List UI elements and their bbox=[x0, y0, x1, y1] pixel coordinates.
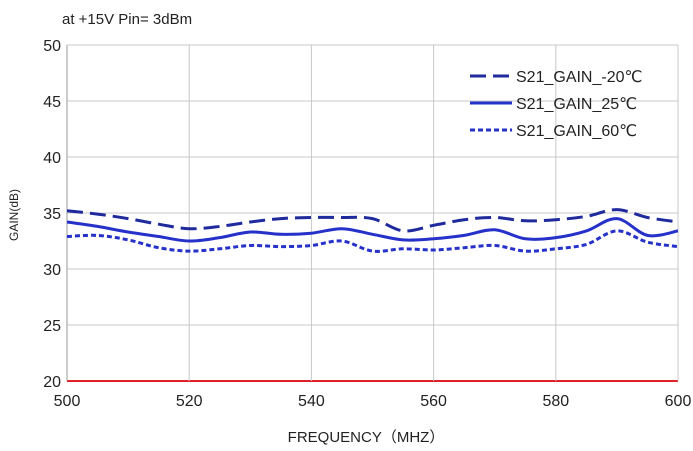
series-line-2 bbox=[66, 217, 679, 243]
legend-label: S21_GAIN_-20℃ bbox=[516, 69, 643, 86]
series-line-1 bbox=[66, 208, 679, 233]
y-tick-label: 20 bbox=[43, 374, 61, 391]
y-tick-label: 30 bbox=[43, 262, 61, 279]
y-tick-label: 40 bbox=[43, 150, 61, 167]
y-axis-ticks: 20 25 30 35 40 45 50 bbox=[43, 38, 61, 391]
x-tick-label: 520 bbox=[176, 393, 203, 410]
y-tick-label: 50 bbox=[43, 38, 61, 55]
legend-label: S21_GAIN_25℃ bbox=[516, 96, 637, 113]
x-tick-label: 540 bbox=[298, 393, 325, 410]
x-tick-label: 580 bbox=[542, 393, 569, 410]
x-tick-label: 600 bbox=[665, 393, 692, 410]
x-axis-label: FREQUENCY（MHZ） bbox=[288, 429, 445, 446]
x-axis-ticks: 500 520 540 560 580 600 bbox=[54, 393, 692, 410]
y-tick-label: 35 bbox=[43, 206, 61, 223]
x-tick-label: 500 bbox=[54, 393, 81, 410]
series-line-3 bbox=[66, 229, 679, 253]
y-axis-label: GAIN(dB) bbox=[7, 189, 21, 241]
chart-title: at +15V Pin= 3dBm bbox=[62, 11, 192, 28]
series-lines bbox=[66, 208, 679, 253]
legend: S21_GAIN_-20℃ S21_GAIN_25℃ S21_GAIN_60℃ bbox=[470, 69, 643, 140]
y-tick-label: 45 bbox=[43, 94, 61, 111]
y-tick-label: 25 bbox=[43, 318, 61, 335]
x-tick-label: 560 bbox=[420, 393, 447, 410]
legend-label: S21_GAIN_60℃ bbox=[516, 123, 637, 140]
grid-lines bbox=[66, 44, 679, 382]
